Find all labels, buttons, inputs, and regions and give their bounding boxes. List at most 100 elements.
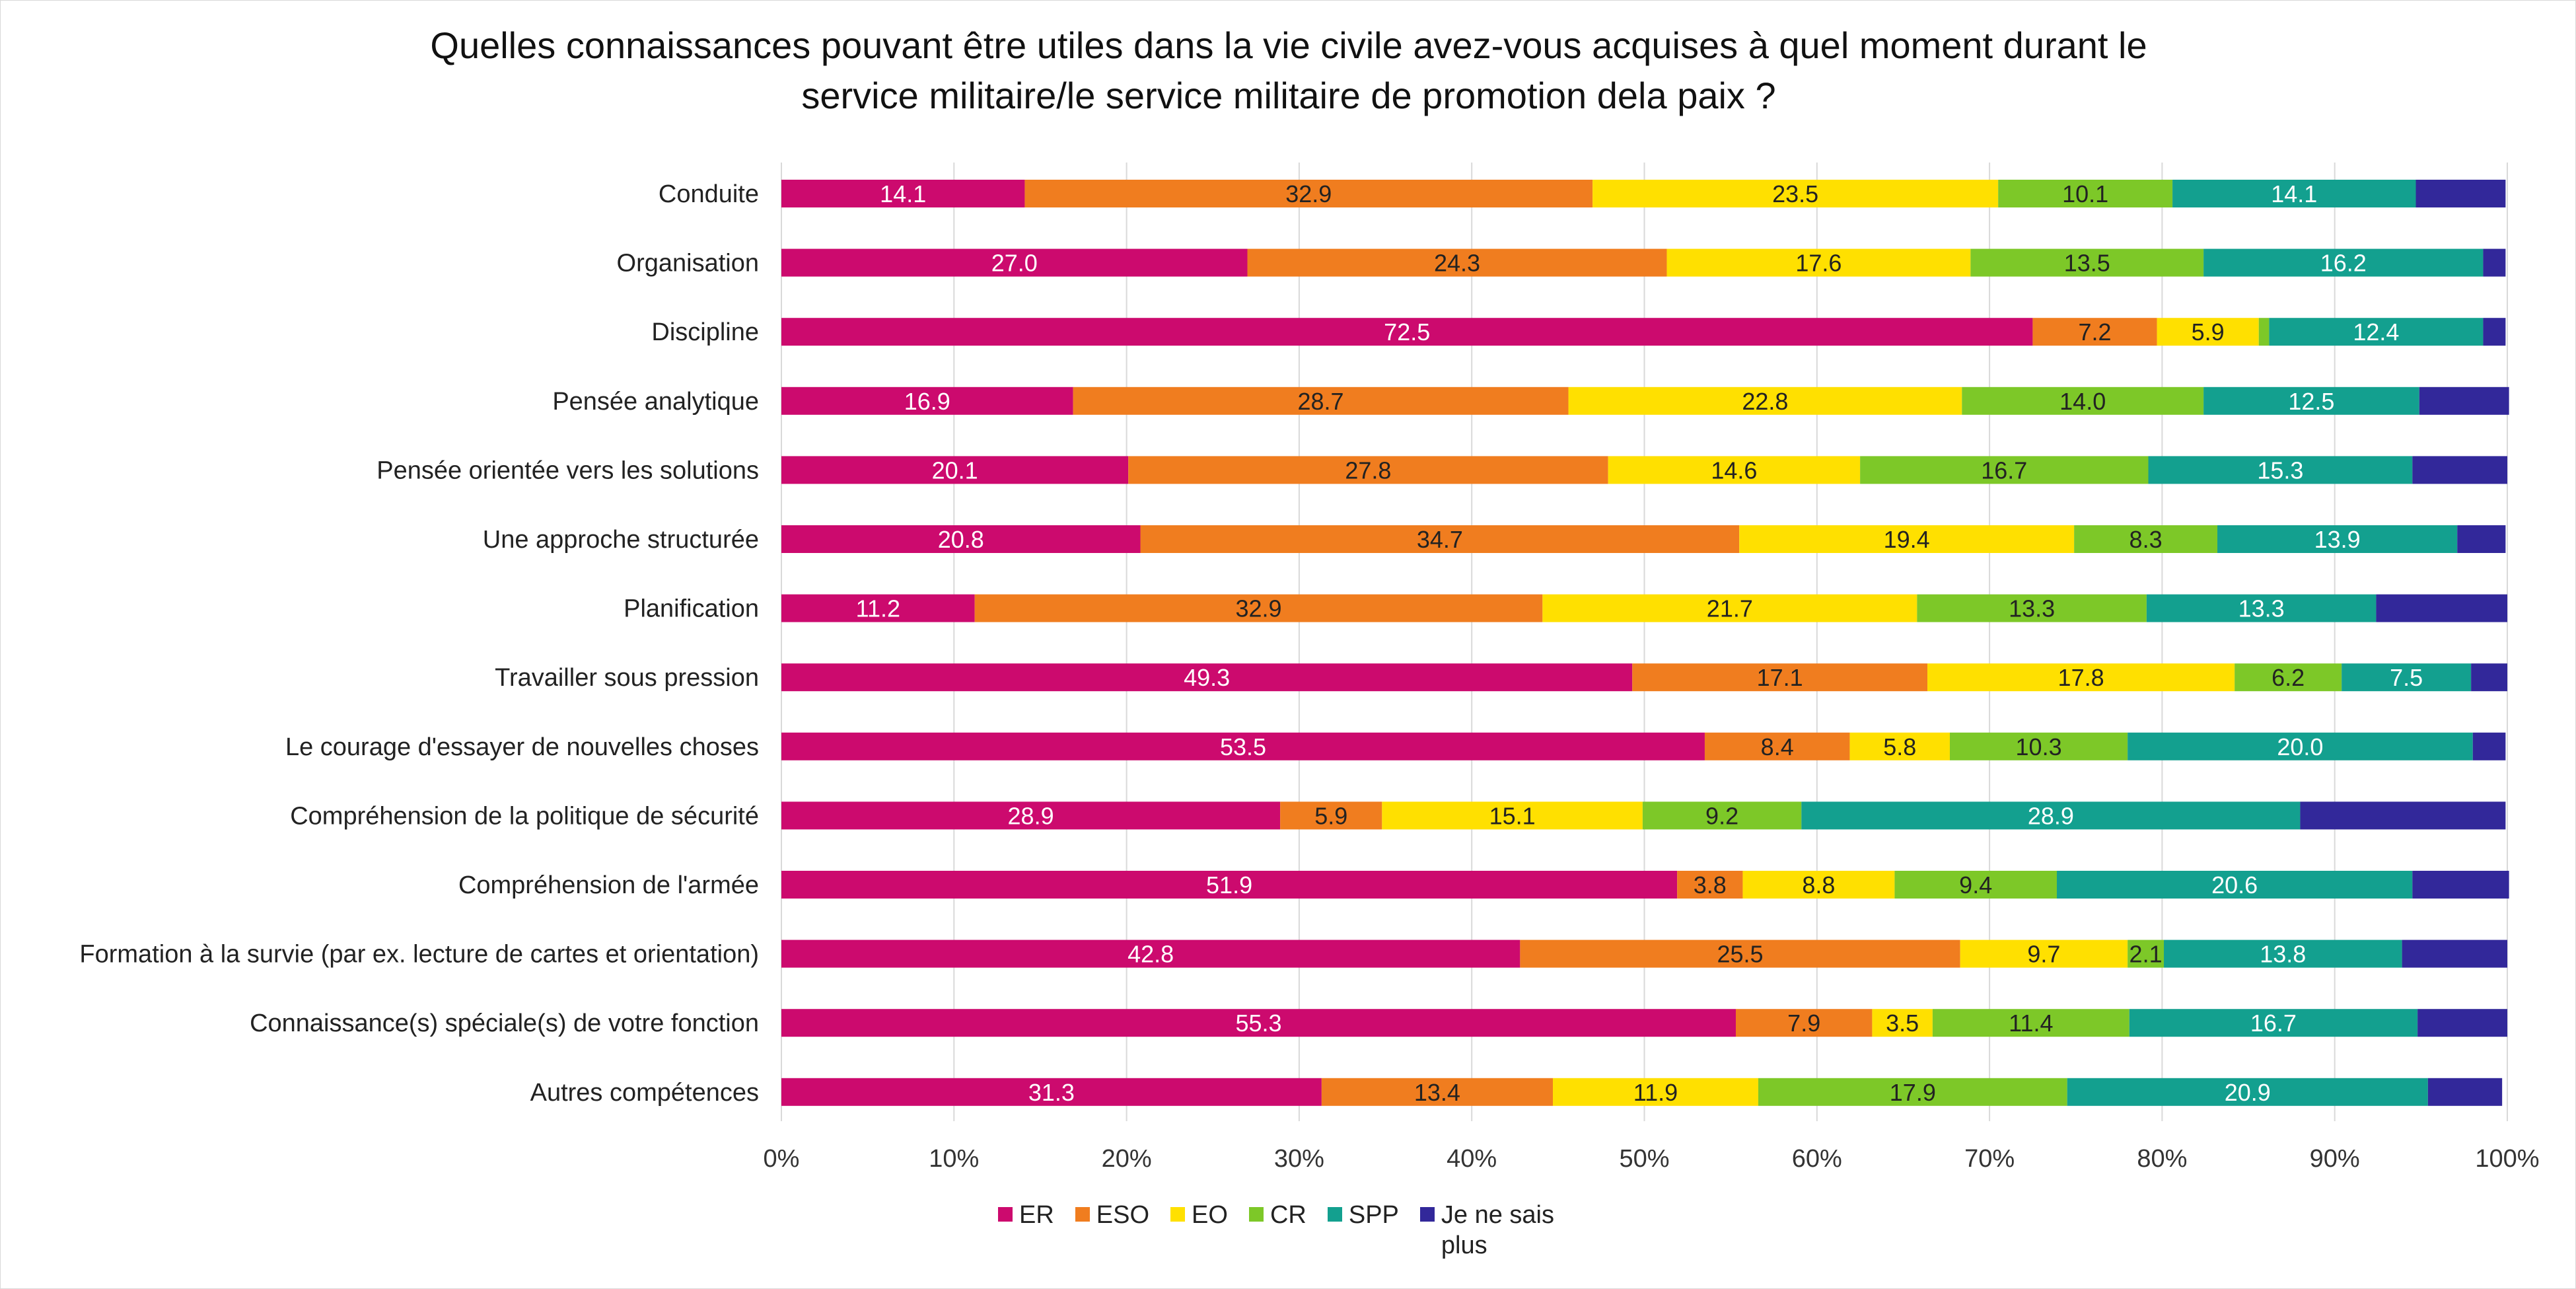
data-label-eo-1: 17.6 — [1795, 250, 1842, 277]
x-tick-label-10: 100% — [2475, 1145, 2539, 1173]
bar-spp-3 — [2203, 387, 2419, 415]
bar-cr-7 — [2235, 663, 2342, 692]
data-label-er-10: 51.9 — [1206, 871, 1252, 899]
data-label-er-6: 11.2 — [856, 595, 900, 622]
bar-eso-3 — [1073, 387, 1569, 415]
bar-cr-8 — [1950, 732, 2128, 760]
bar-eo-0 — [1592, 180, 1999, 207]
x-tick-label-5: 50% — [1619, 1145, 1669, 1173]
legend-item-1: ESO — [1075, 1200, 1149, 1230]
data-label-eso-4: 27.8 — [1345, 457, 1391, 484]
data-label-eo-13: 11.9 — [1633, 1079, 1678, 1106]
bar-eo-12 — [1872, 1009, 1933, 1037]
bar-spp-7 — [2342, 663, 2472, 692]
x-tick-label-0: 0% — [764, 1145, 800, 1173]
data-label-cr-0: 10.1 — [2062, 180, 2108, 207]
data-label-eo-4: 14.6 — [1711, 457, 1757, 484]
bar-eo-3 — [1568, 387, 1962, 415]
bar-je-ne-sais-plus-0 — [2415, 180, 2506, 207]
data-label-spp-6: 13.3 — [2238, 595, 2285, 622]
x-tick-label-6: 60% — [1792, 1145, 1842, 1173]
category-label-4: Pensée orientée vers les solutions — [376, 457, 759, 484]
bar-cr-1 — [1970, 248, 2204, 277]
bar-cr-10 — [1894, 871, 2057, 899]
category-label-11: Formation à la survie (par ex. lecture d… — [79, 941, 759, 969]
data-label-eo-5: 19.4 — [1884, 526, 1930, 553]
bar-spp-10 — [2057, 871, 2413, 899]
data-label-cr-6: 13.3 — [2009, 595, 2055, 622]
bar-eso-10 — [1677, 871, 1743, 899]
bar-eso-13 — [1321, 1078, 1554, 1106]
bar-je-ne-sais-plus-1 — [2483, 248, 2506, 277]
data-label-eso-1: 24.3 — [1434, 250, 1480, 277]
bar-je-ne-sais-plus-2 — [2483, 318, 2506, 346]
bar-eo-4 — [1608, 456, 1861, 484]
legend-label-4: SPP — [1348, 1201, 1399, 1229]
data-label-eso-6: 32.9 — [1235, 595, 1281, 622]
bar-eso-2 — [2032, 318, 2157, 346]
data-label-cr-8: 10.3 — [2016, 733, 2062, 760]
data-label-cr-9: 9.2 — [1705, 802, 1738, 829]
bar-je-ne-sais-plus-13 — [2427, 1078, 2503, 1106]
bar-spp-8 — [2128, 732, 2473, 760]
bar-je-ne-sais-plus-8 — [2472, 732, 2506, 760]
data-label-er-8: 53.5 — [1220, 733, 1266, 760]
bar-spp-4 — [2148, 456, 2413, 484]
data-label-spp-0: 14.1 — [2271, 180, 2317, 207]
x-tick-label-4: 40% — [1447, 1145, 1497, 1173]
data-label-eo-6: 21.7 — [1707, 595, 1753, 622]
bar-eso-11 — [1520, 939, 1960, 968]
data-label-er-11: 42.8 — [1127, 941, 1174, 968]
legend-swatch-0 — [998, 1207, 1013, 1222]
data-label-eso-2: 7.2 — [2078, 318, 2111, 346]
legend-item-2: EO — [1170, 1200, 1228, 1230]
bar-cr-13 — [1758, 1078, 2067, 1106]
data-label-cr-10: 9.4 — [1959, 871, 1992, 899]
legend-swatch-4 — [1327, 1207, 1342, 1222]
data-label-spp-4: 15.3 — [2257, 457, 2303, 484]
bar-spp-13 — [2067, 1078, 2428, 1106]
bar-eo-2 — [2157, 318, 2259, 346]
bar-eso-6 — [974, 594, 1543, 622]
bar-eo-7 — [1927, 663, 2235, 692]
bar-spp-9 — [1801, 801, 2301, 830]
bar-er-9 — [781, 801, 1281, 830]
data-label-spp-3: 12.5 — [2288, 388, 2334, 415]
bar-er-12 — [781, 1009, 1736, 1037]
x-tick-label-9: 90% — [2310, 1145, 2360, 1173]
bar-spp-11 — [2164, 939, 2402, 968]
legend-swatch-3 — [1248, 1207, 1264, 1222]
chart-title-line-1: Quelles connaissances pouvant être utile… — [430, 24, 2147, 66]
data-label-spp-1: 16.2 — [2320, 250, 2367, 277]
bar-er-10 — [781, 871, 1678, 899]
bar-je-ne-sais-plus-5 — [2457, 525, 2506, 553]
legend-swatch-5 — [1419, 1207, 1435, 1222]
bar-je-ne-sais-plus-11 — [2402, 939, 2507, 968]
bar-eso-12 — [1735, 1009, 1873, 1037]
bar-eo-13 — [1553, 1078, 1758, 1106]
data-label-er-2: 72.5 — [1384, 318, 1430, 346]
data-label-eo-9: 15.1 — [1489, 802, 1536, 829]
data-label-eso-11: 25.5 — [1717, 941, 1763, 968]
data-label-eo-12: 3.5 — [1886, 1010, 1919, 1037]
chart-title-line-2: service militaire/le service militaire d… — [801, 75, 1776, 116]
data-label-eo-8: 5.8 — [1883, 733, 1916, 760]
legend-label-0: ER — [1019, 1201, 1054, 1229]
legend-swatch-1 — [1075, 1207, 1090, 1222]
bar-cr-6 — [1917, 594, 2147, 622]
bar-je-ne-sais-plus-4 — [2412, 456, 2507, 484]
data-label-spp-2: 12.4 — [2353, 318, 2399, 346]
bar-spp-1 — [2203, 248, 2484, 277]
bar-cr-9 — [1642, 801, 1802, 830]
data-label-eo-0: 23.5 — [1772, 180, 1818, 207]
bar-je-ne-sais-plus-6 — [2376, 594, 2507, 622]
legend-item-4: SPP — [1327, 1200, 1399, 1230]
category-label-0: Conduite — [659, 180, 759, 208]
data-label-eo-7: 17.8 — [2058, 664, 2104, 691]
category-label-12: Connaissance(s) spéciale(s) de votre fon… — [250, 1010, 759, 1037]
bar-je-ne-sais-plus-12 — [2417, 1009, 2507, 1037]
bar-je-ne-sais-plus-3 — [2419, 387, 2509, 415]
bar-eo-10 — [1742, 871, 1895, 899]
